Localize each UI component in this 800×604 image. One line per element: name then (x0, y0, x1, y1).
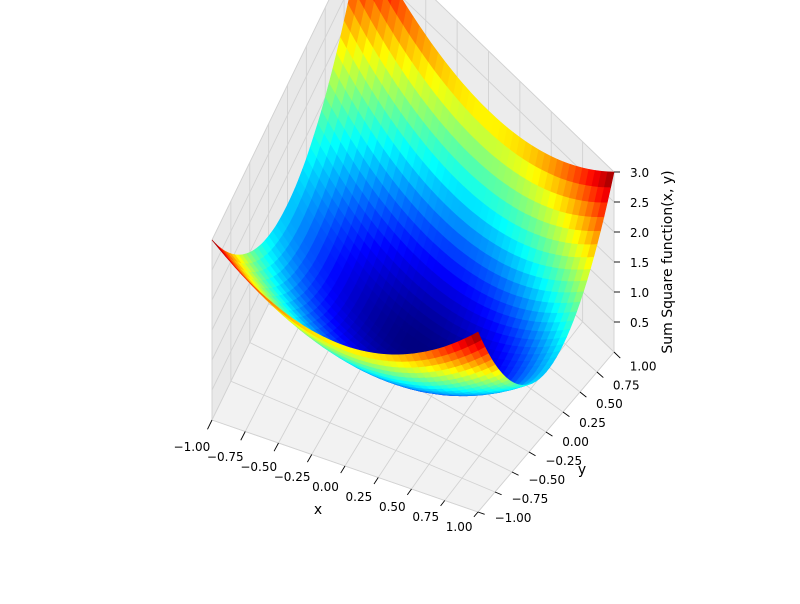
x-tick-label: −0.50 (240, 460, 277, 474)
x-tick-label: 0.00 (312, 480, 339, 494)
z-tick-label: 1.5 (630, 256, 649, 270)
y-tick-label: 1.00 (630, 359, 657, 373)
y-axis-label: y (578, 462, 586, 478)
y-tick-label: −1.00 (495, 511, 532, 525)
y-tick (563, 412, 569, 417)
z-tick-label: 2.5 (630, 196, 649, 210)
x-tick-label: 0.25 (346, 490, 373, 504)
y-tick (580, 392, 586, 397)
x-tick-label: 1.00 (446, 520, 473, 534)
y-tick-label: −0.75 (512, 492, 549, 506)
y-tick (614, 352, 620, 358)
y-tick (495, 492, 502, 495)
x-tick (274, 443, 278, 451)
y-tick-label: 0.25 (579, 416, 606, 430)
y-tick (529, 452, 536, 456)
y-tick-label: −0.50 (528, 473, 565, 487)
x-axis-label: x (314, 502, 322, 518)
z-tick-label: 0.5 (630, 316, 649, 330)
z-tick-label: 1.0 (630, 286, 649, 300)
x-tick-label: −0.25 (274, 470, 311, 484)
x-tick (374, 478, 378, 484)
x-tick (241, 432, 245, 441)
x-tick (441, 501, 445, 506)
y-tick-label: 0.50 (596, 397, 623, 411)
x-tick (341, 466, 345, 473)
z-tick-label: 3.0 (630, 166, 649, 180)
x-tick (407, 489, 411, 495)
x-tick-label: −0.75 (207, 450, 244, 464)
y-tick (512, 472, 519, 475)
x-tick (307, 455, 311, 463)
y-tick-label: 0.75 (613, 378, 640, 392)
y-tick-label: −0.25 (545, 454, 582, 468)
x-tick-label: −1.00 (174, 440, 211, 454)
z-axis-label: Sum Square function(x, y) (660, 170, 676, 353)
y-tick (597, 372, 603, 378)
y-tick (546, 432, 552, 436)
x-tick-label: 0.50 (379, 500, 406, 514)
y-tick (478, 512, 485, 514)
x-tick (474, 512, 478, 517)
x-tick-label: 0.75 (412, 510, 439, 524)
x-tick (207, 420, 212, 429)
z-tick-label: 2.0 (630, 226, 649, 240)
y-tick-label: 0.00 (562, 435, 589, 449)
